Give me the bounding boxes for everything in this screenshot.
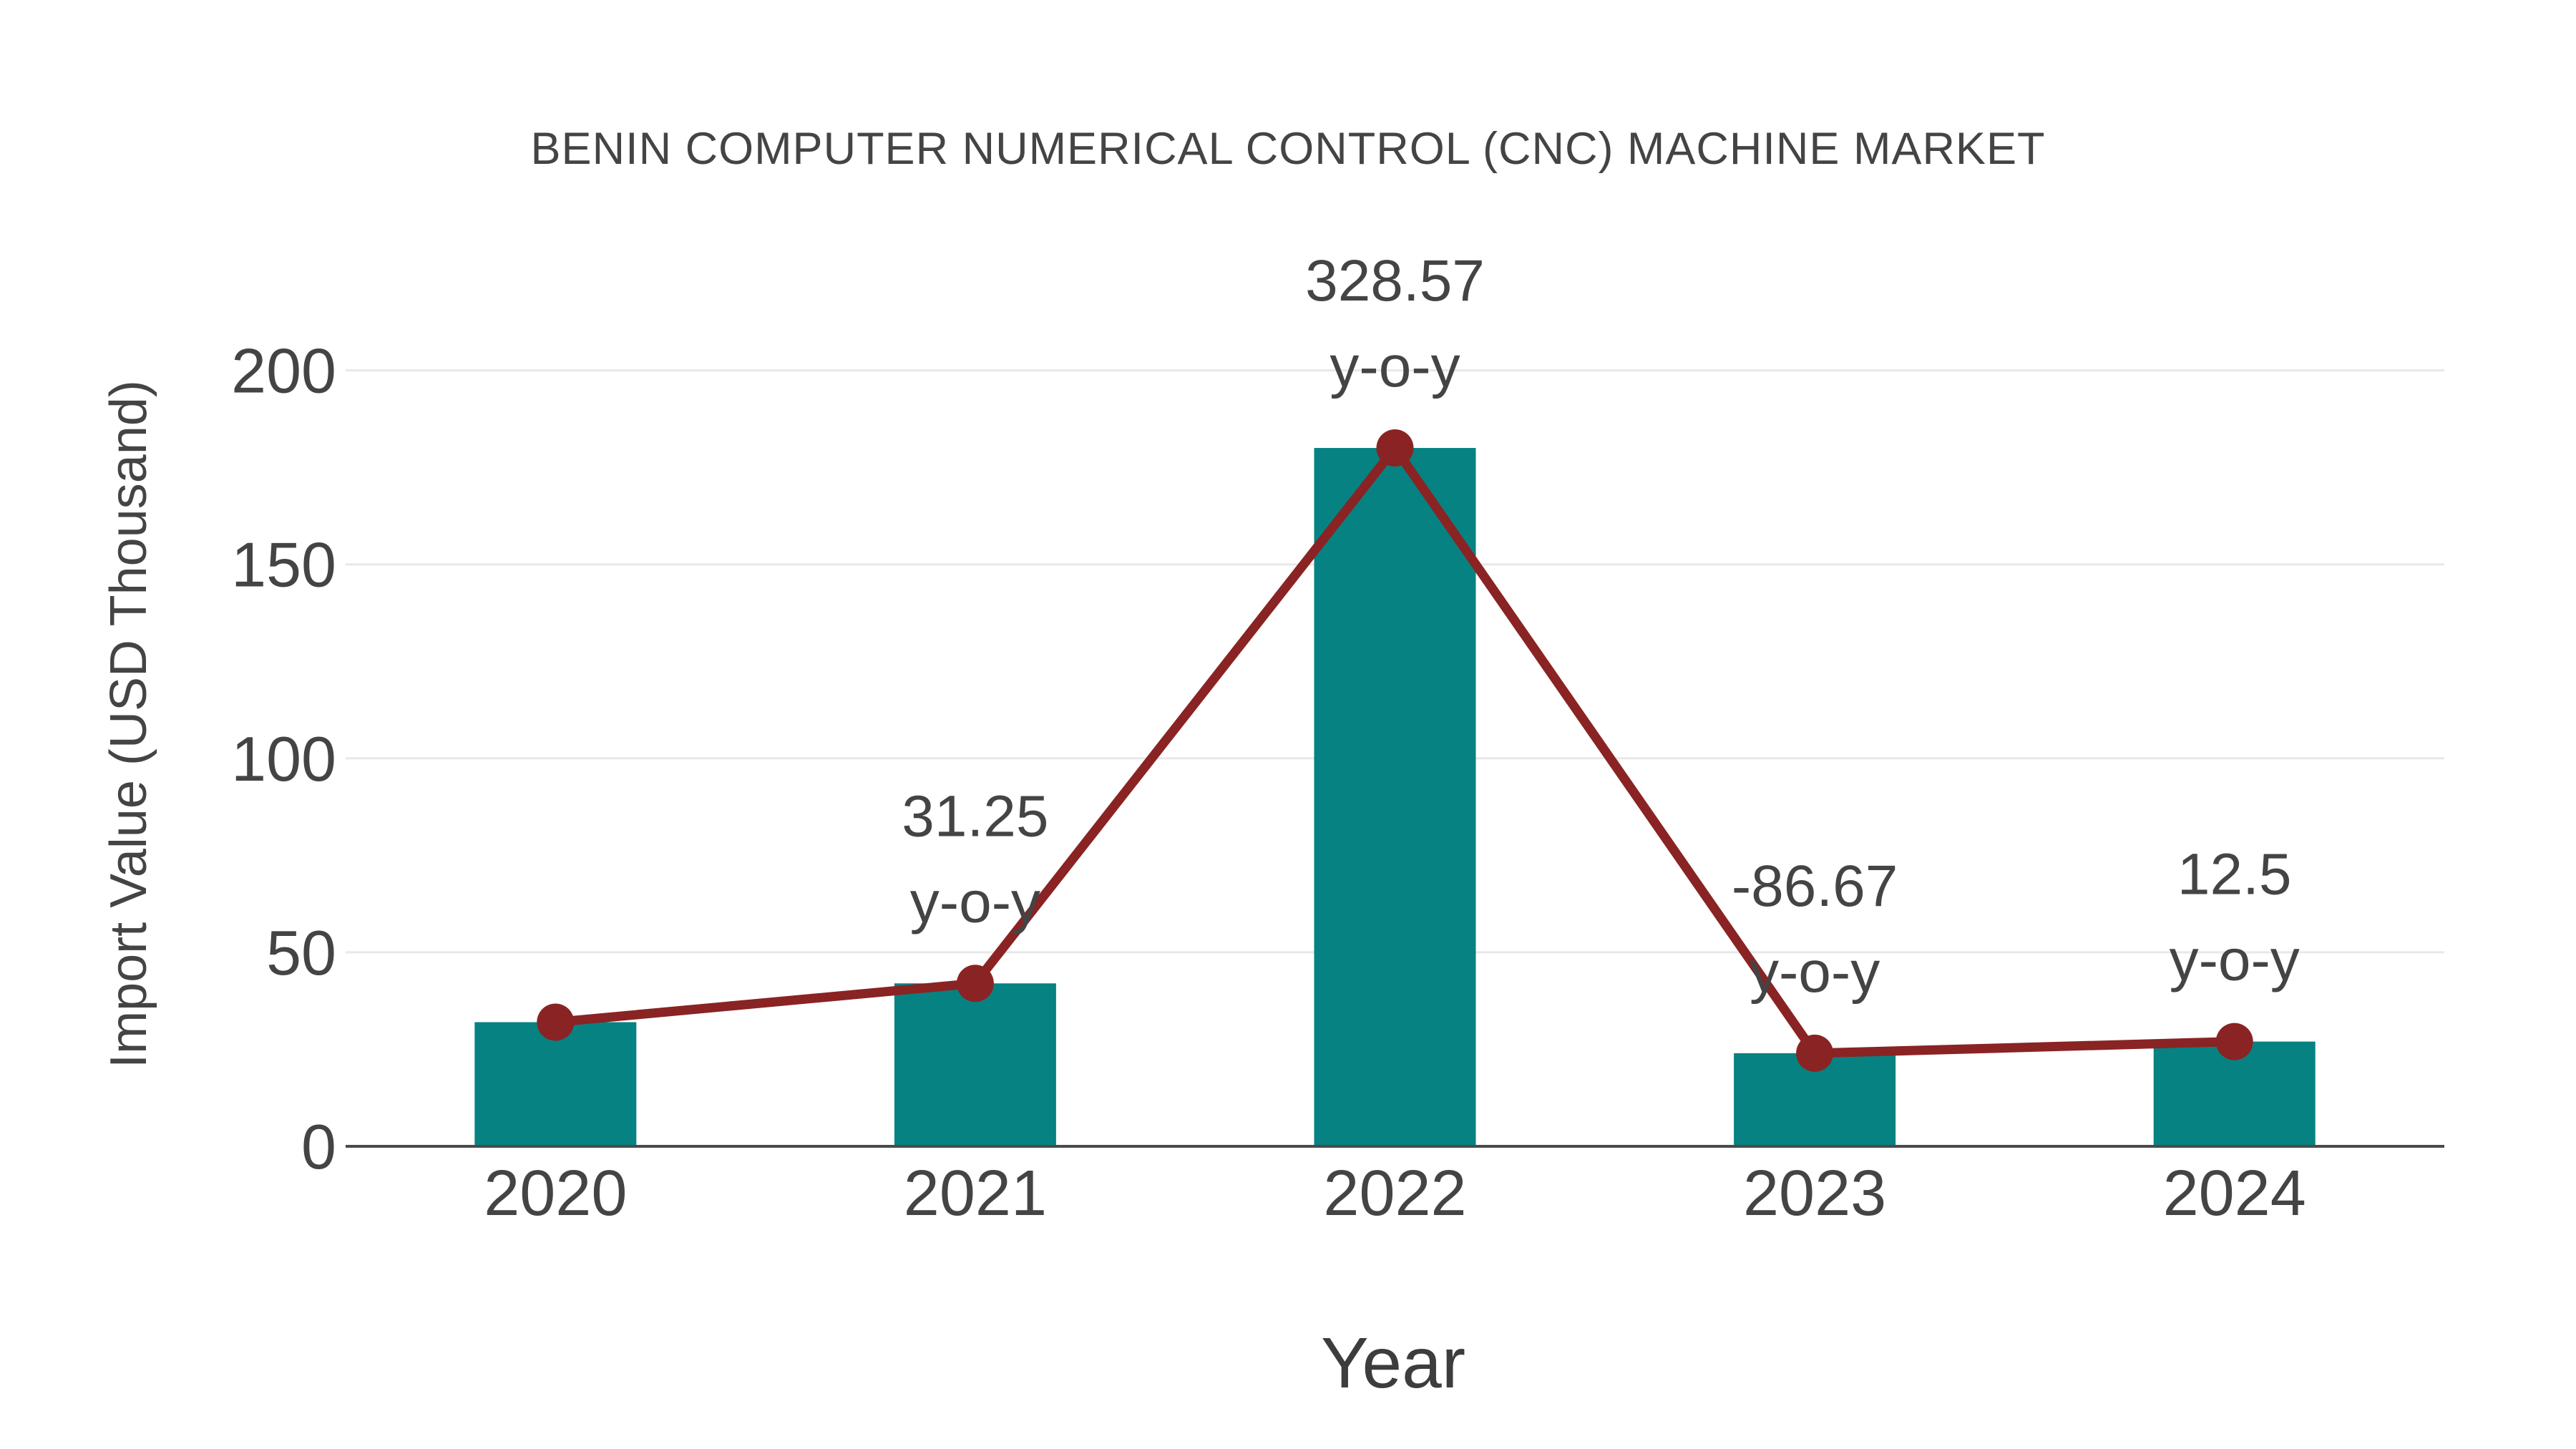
x-tick-2020: 2020 [484, 1158, 627, 1229]
marker-2021 [956, 965, 994, 1002]
marker-2024 [2215, 1023, 2253, 1060]
x-tick-2023: 2023 [1743, 1158, 1886, 1229]
marker-2020 [537, 1003, 575, 1041]
annotation-2021: 31.25 y-o-y [902, 784, 1048, 935]
x-axis-title: Year [1320, 1323, 1466, 1403]
y-tick-0: 0 [301, 1111, 336, 1182]
y-tick-100: 100 [231, 723, 336, 794]
x-tick-2022: 2022 [1323, 1158, 1466, 1229]
annotation-2023: -86.67 y-o-y [1732, 854, 1898, 1005]
bar-2022 [1314, 448, 1476, 1146]
bar-2021 [894, 983, 1056, 1146]
annotation-2022: 328.57 y-o-y [1305, 248, 1485, 399]
x-tick-2021: 2021 [904, 1158, 1047, 1229]
chart-title: BENIN COMPUTER NUMERICAL CONTROL (CNC) M… [530, 124, 2046, 174]
marker-2023 [1796, 1034, 1834, 1072]
y-axis-title: Import Value (USD Thousand) [100, 380, 157, 1068]
x-tick-2024: 2024 [2163, 1158, 2306, 1229]
marker-2022 [1376, 429, 1414, 467]
y-tick-200: 200 [231, 336, 336, 406]
annotation-2024: 12.5 y-o-y [2170, 842, 2300, 993]
bar-2020 [474, 1022, 637, 1146]
y-tick-150: 150 [231, 530, 336, 600]
y-tick-50: 50 [266, 917, 336, 988]
